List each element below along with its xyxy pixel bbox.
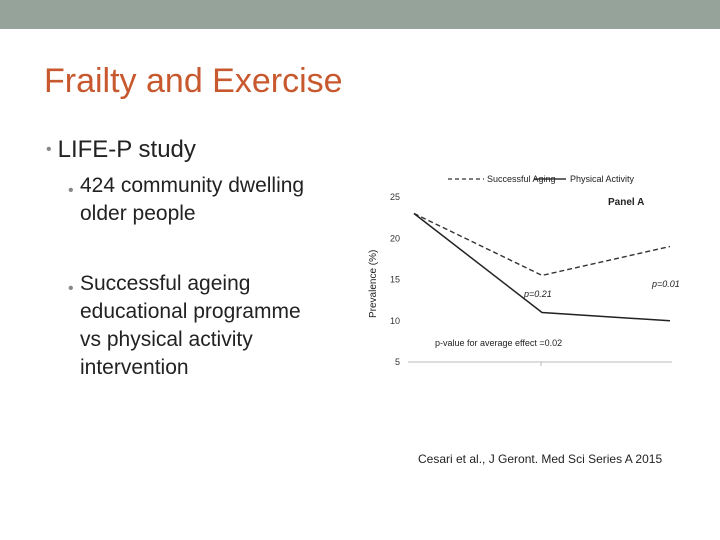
y-tick-label: 25 bbox=[390, 192, 400, 202]
bullet-sub-2-line-4: intervention bbox=[80, 356, 189, 379]
bullet-dot: • bbox=[68, 182, 74, 199]
y-tick-label: 5 bbox=[395, 357, 400, 367]
slide-title: Frailty and Exercise bbox=[44, 62, 343, 100]
bullet-main: • LIFE-P study bbox=[46, 136, 196, 164]
bullet-sub-2: • Successful ageing educational programm… bbox=[68, 270, 301, 382]
citation: Cesari et al., J Geront. Med Sci Series … bbox=[418, 452, 663, 466]
bullet-main-text: LIFE-P study bbox=[57, 136, 196, 163]
bullet-dot: • bbox=[68, 280, 74, 297]
bullet-sub-1: • 424 community dwelling older people bbox=[68, 172, 304, 228]
annotation-p-end: p=0.01 bbox=[651, 279, 680, 289]
y-tick-group: 5 10 15 20 25 bbox=[390, 192, 400, 367]
annotation-p-mid: p=0.21 bbox=[523, 289, 552, 299]
legend-label-successful-aging: Successful Aging bbox=[487, 174, 556, 184]
bullet-sub-2-line-2: educational programme bbox=[80, 300, 301, 323]
series-line-successful-aging bbox=[413, 212, 671, 277]
top-band bbox=[0, 0, 720, 29]
y-axis-label: Prevalence (%) bbox=[368, 250, 379, 318]
bullet-sub-1-line-1: 424 community dwelling bbox=[80, 174, 305, 197]
y-tick-label: 20 bbox=[390, 233, 400, 243]
bullet-sub-2-line-1: Successful ageing bbox=[80, 272, 251, 295]
y-tick-label: 15 bbox=[390, 275, 400, 285]
bullet-dot: • bbox=[46, 141, 52, 158]
bullet-sub-2-line-3: vs physical activity bbox=[80, 328, 253, 351]
series-line-physical-activity bbox=[413, 212, 671, 322]
annotation-average-effect: p-value for average effect =0.02 bbox=[435, 338, 562, 348]
bullet-sub-1-line-2: older people bbox=[80, 202, 196, 225]
panel-label: Panel A bbox=[608, 197, 644, 208]
y-tick-label: 10 bbox=[390, 316, 400, 326]
legend-label-physical-activity: Physical Activity bbox=[570, 174, 635, 184]
